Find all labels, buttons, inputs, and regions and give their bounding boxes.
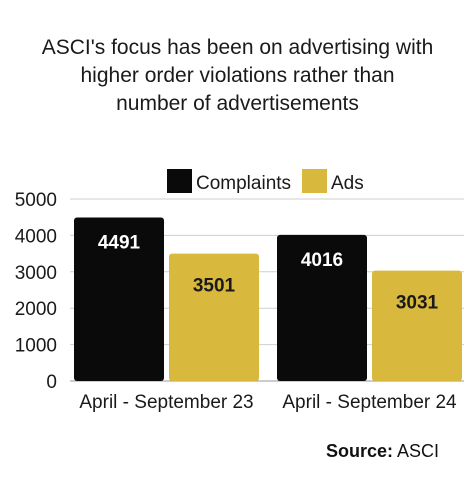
data-label: 3031	[396, 293, 439, 314]
data-label: 3501	[193, 276, 236, 297]
y-tick-label: 4000	[15, 226, 57, 247]
y-tick-label: 5000	[15, 190, 57, 211]
legend-swatch-complaints	[167, 169, 192, 193]
source-value: ASCI	[397, 441, 440, 461]
source-note: Source: ASCI	[326, 441, 439, 462]
x-tick-label: April - September 24	[282, 392, 457, 413]
y-tick-label: 2000	[15, 299, 57, 320]
data-labels: 4491 3501 4016 3031	[98, 233, 439, 314]
x-axis-ticks: April - September 23 April - September 24	[79, 392, 457, 413]
legend-label-complaints: Complaints	[196, 173, 291, 194]
legend-swatch-ads	[302, 169, 327, 193]
data-label: 4016	[301, 250, 343, 271]
bar-complaints-2	[277, 234, 367, 381]
title-line-1: ASCI's focus has been on advertising wit…	[41, 36, 434, 59]
bar-ads-2	[372, 270, 462, 381]
data-label: 4491	[98, 233, 141, 254]
y-tick-label: 3000	[15, 263, 57, 284]
bars	[74, 217, 462, 381]
legend: Complaints Ads	[167, 169, 364, 194]
bar-ads-1	[169, 253, 259, 381]
source-label: Source:	[326, 441, 394, 461]
y-axis-ticks: 0 1000 2000 3000 4000 5000	[15, 190, 57, 393]
bar-complaints-1	[74, 217, 164, 381]
x-tick-label: April - September 23	[79, 392, 253, 413]
title-line-3: number of advertisements	[116, 92, 359, 115]
chart-title: ASCI's focus has been on advertising wit…	[10, 34, 465, 118]
legend-label-ads: Ads	[331, 173, 364, 194]
title-line-2: higher order violations rather than	[80, 64, 395, 87]
y-tick-label: 1000	[15, 336, 57, 357]
y-tick-label: 0	[46, 372, 57, 393]
